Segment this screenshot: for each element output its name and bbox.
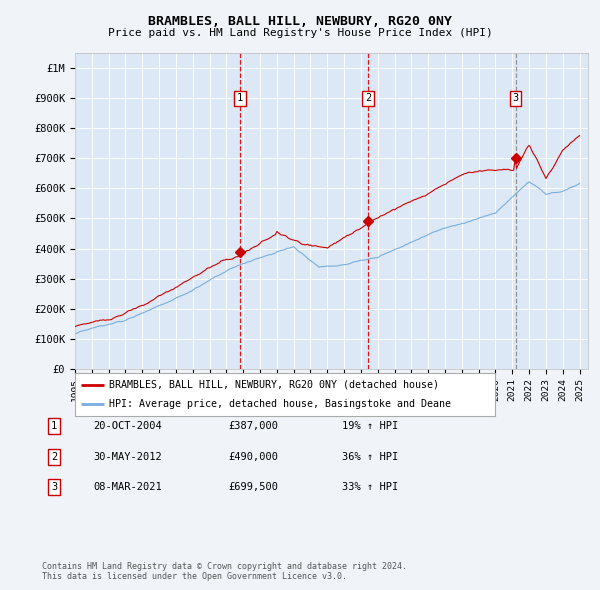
Text: Contains HM Land Registry data © Crown copyright and database right 2024.: Contains HM Land Registry data © Crown c… — [42, 562, 407, 571]
Text: BRAMBLES, BALL HILL, NEWBURY, RG20 0NY (detached house): BRAMBLES, BALL HILL, NEWBURY, RG20 0NY (… — [109, 380, 439, 390]
Text: This data is licensed under the Open Government Licence v3.0.: This data is licensed under the Open Gov… — [42, 572, 347, 581]
Text: 36% ↑ HPI: 36% ↑ HPI — [342, 452, 398, 461]
Text: 3: 3 — [512, 93, 518, 103]
Text: 1: 1 — [51, 421, 57, 431]
Text: 30-MAY-2012: 30-MAY-2012 — [93, 452, 162, 461]
Text: 1: 1 — [237, 93, 243, 103]
Text: 3: 3 — [51, 483, 57, 492]
Text: £699,500: £699,500 — [228, 483, 278, 492]
Text: 08-MAR-2021: 08-MAR-2021 — [93, 483, 162, 492]
Text: 20-OCT-2004: 20-OCT-2004 — [93, 421, 162, 431]
Text: HPI: Average price, detached house, Basingstoke and Deane: HPI: Average price, detached house, Basi… — [109, 399, 451, 409]
Text: Price paid vs. HM Land Registry's House Price Index (HPI): Price paid vs. HM Land Registry's House … — [107, 28, 493, 38]
Text: £490,000: £490,000 — [228, 452, 278, 461]
Text: 2: 2 — [365, 93, 371, 103]
Text: 33% ↑ HPI: 33% ↑ HPI — [342, 483, 398, 492]
Text: 2: 2 — [51, 452, 57, 461]
Text: 19% ↑ HPI: 19% ↑ HPI — [342, 421, 398, 431]
Text: £387,000: £387,000 — [228, 421, 278, 431]
Text: BRAMBLES, BALL HILL, NEWBURY, RG20 0NY: BRAMBLES, BALL HILL, NEWBURY, RG20 0NY — [148, 15, 452, 28]
